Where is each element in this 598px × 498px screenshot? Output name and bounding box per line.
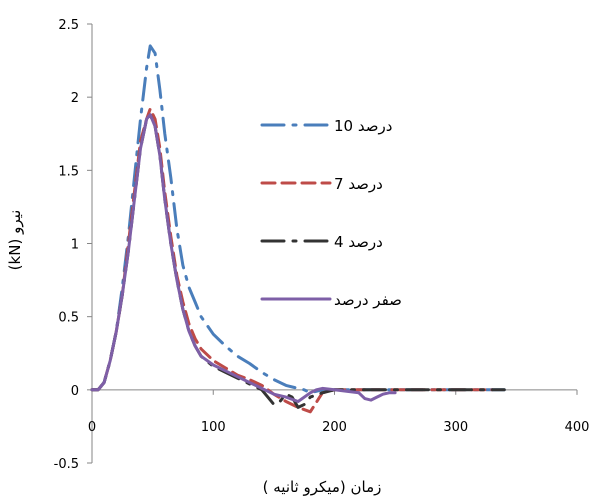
series-line-1 [90, 107, 494, 414]
legend: 10 درصد 7 درصد 4 درصد صفر درصد [260, 117, 402, 309]
y-tick-label: 2 [71, 91, 79, 106]
x-tick-label: 0 [88, 420, 96, 435]
series-line-0 [90, 44, 506, 395]
y-tick-label: 0 [71, 384, 79, 399]
y-tick-label: 0.5 [58, 311, 79, 326]
legend-label-1: 7 درصد [334, 175, 383, 193]
series-lines [90, 44, 506, 414]
y-axis-title: نیرو (kN) [6, 210, 24, 271]
legend-label-2: 4 درصد [334, 233, 383, 251]
legend-label-3: صفر درصد [334, 291, 402, 309]
series-line-3 [90, 113, 397, 403]
x-tick-label: 200 [322, 420, 347, 435]
tick-labels: -0.5 0 0.5 1 1.5 2 2.5 0 100 200 300 400 [54, 18, 590, 472]
y-tick-label: 1 [71, 238, 79, 253]
x-tick-label: 100 [201, 420, 226, 435]
x-tick-label: 300 [443, 420, 468, 435]
y-tick-label: -0.5 [54, 457, 79, 472]
y-tick-label: 2.5 [58, 18, 79, 33]
legend-label-0: 10 درصد [334, 117, 392, 135]
y-tick-label: 1.5 [58, 164, 79, 179]
series-line-2 [90, 113, 506, 409]
x-axis-title: زمان (میکرو ثانیه ) [263, 478, 382, 496]
x-tick-label: 400 [565, 420, 590, 435]
